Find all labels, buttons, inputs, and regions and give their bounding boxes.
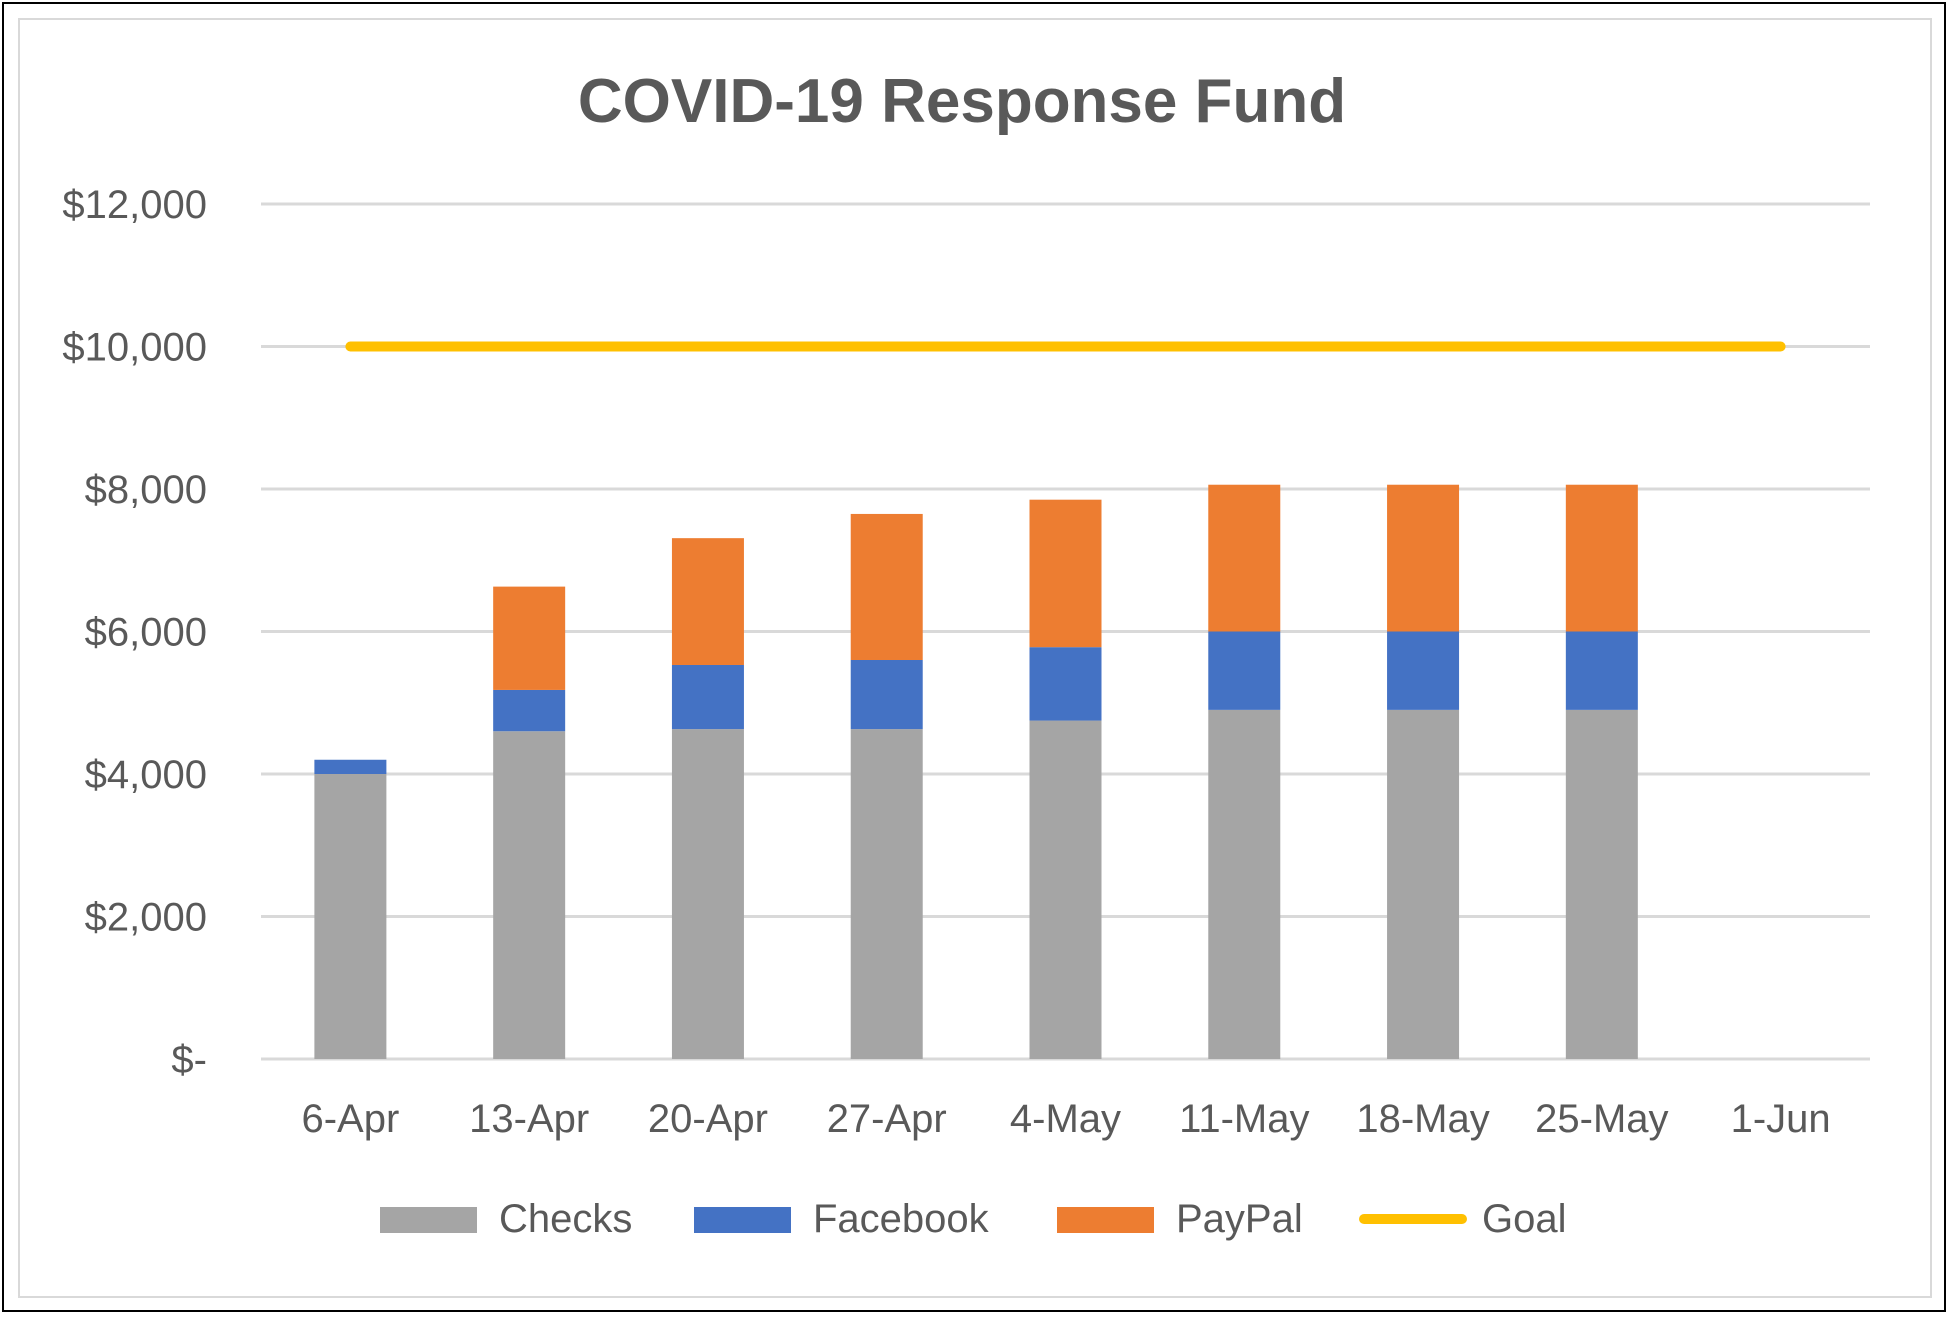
y-tick-label: $8,000 [85, 468, 207, 512]
bar-facebook-27-apr [850, 660, 923, 730]
legend-label-paypal: PayPal [1176, 1197, 1303, 1241]
legend-swatch-paypal [1057, 1207, 1154, 1233]
y-tick-label: $12,000 [62, 183, 207, 227]
x-tick-label: 27-Apr [827, 1097, 947, 1141]
legend-label-facebook: Facebook [813, 1197, 990, 1241]
y-axis-ticks: $- $2,000 $4,000 $6,000 $8,000 $10,000 $12,000 [62, 183, 207, 1082]
bar-facebook-13-apr [493, 689, 566, 732]
x-tick-label: 1-Jun [1731, 1097, 1831, 1141]
bar-paypal-27-apr [850, 513, 923, 660]
x-tick-label: 13-Apr [469, 1097, 589, 1141]
bar-facebook-11-may [1208, 631, 1281, 710]
y-tick-label: $2,000 [85, 896, 207, 940]
bar-checks-13-apr [493, 731, 566, 1059]
x-tick-label: 25-May [1535, 1097, 1668, 1141]
x-axis-ticks: 6-Apr 13-Apr 20-Apr 27-Apr 4-May 11-May 18-May… [301, 1097, 1830, 1141]
y-tick-label: $- [171, 1038, 207, 1082]
bar-facebook-25-may [1565, 631, 1638, 710]
x-tick-label: 6-Apr [301, 1097, 399, 1141]
bar-checks-18-may [1387, 709, 1460, 1059]
chart-area [18, 18, 1932, 1298]
chart-title: COVID-19 Response Fund [578, 67, 1346, 136]
bar-checks-25-may [1565, 709, 1638, 1059]
bar-paypal-11-may [1208, 484, 1281, 632]
bar-paypal-13-apr [493, 586, 566, 690]
bar-checks-27-apr [850, 729, 923, 1059]
y-tick-label: $10,000 [62, 326, 207, 370]
x-tick-label: 18-May [1356, 1097, 1489, 1141]
legend: Checks Facebook PayPal Goal [380, 1197, 1567, 1241]
bar-facebook-4-may [1029, 647, 1102, 721]
legend-swatch-checks [380, 1207, 477, 1233]
bar-facebook-6-apr [314, 759, 387, 774]
bar-paypal-18-may [1387, 484, 1460, 632]
x-tick-label: 20-Apr [648, 1097, 768, 1141]
bar-checks-4-may [1029, 720, 1102, 1059]
legend-label-checks: Checks [499, 1197, 632, 1241]
legend-swatch-facebook [694, 1207, 791, 1233]
x-tick-label: 11-May [1179, 1097, 1309, 1141]
bars [314, 484, 1638, 1059]
bar-paypal-25-may [1565, 484, 1638, 632]
bar-paypal-20-apr [671, 538, 744, 665]
bar-checks-6-apr [314, 774, 387, 1059]
legend-label-goal: Goal [1482, 1197, 1567, 1241]
y-tick-label: $4,000 [85, 753, 207, 797]
bar-facebook-18-may [1387, 631, 1460, 710]
bar-paypal-4-may [1029, 499, 1102, 648]
x-tick-label: 4-May [1010, 1097, 1121, 1141]
bar-checks-20-apr [671, 729, 744, 1059]
bar-checks-11-may [1208, 709, 1281, 1059]
y-tick-label: $6,000 [85, 611, 207, 655]
bar-facebook-20-apr [671, 664, 744, 730]
